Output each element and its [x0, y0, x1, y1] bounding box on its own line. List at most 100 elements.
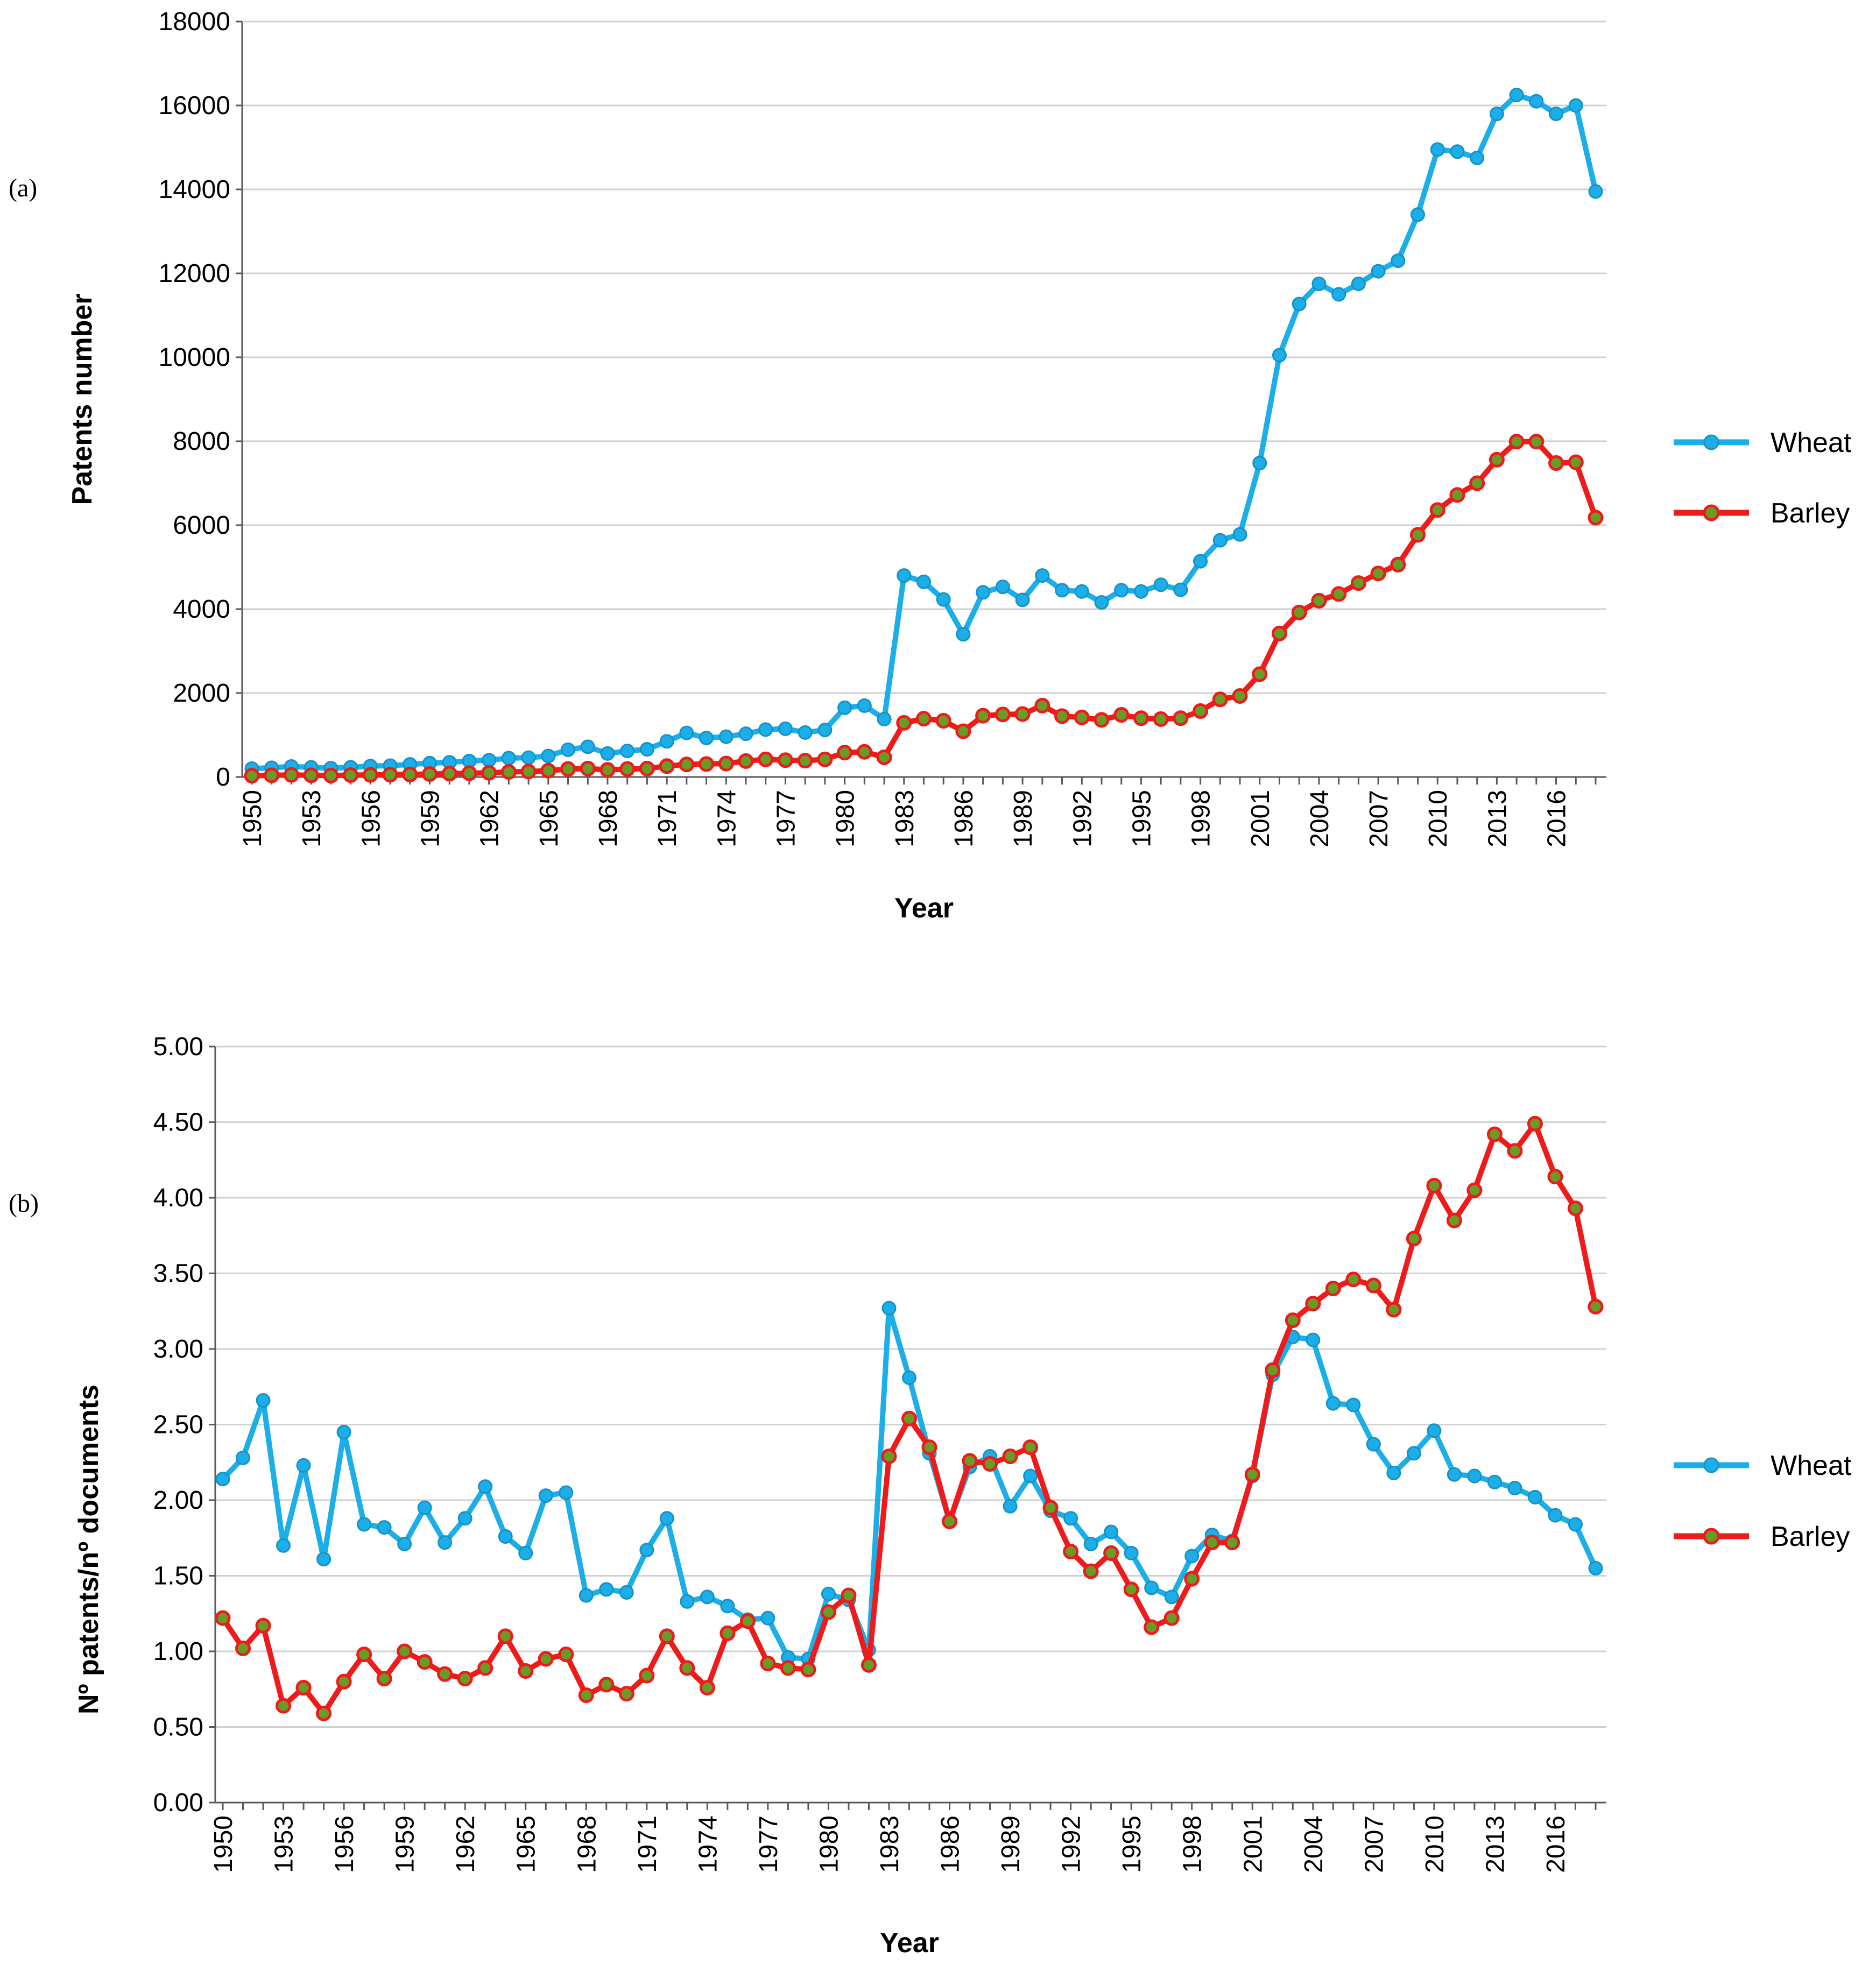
wheat-data-point — [659, 1511, 674, 1526]
barley-data-point — [679, 757, 695, 773]
x-tick-label: 1950 — [209, 1815, 238, 1873]
y-tick-label: 16000 — [159, 91, 230, 120]
barley-data-point — [1568, 454, 1584, 470]
wheat-data-point — [256, 1393, 271, 1408]
series-b — [215, 1115, 1604, 1721]
barley-data-point — [497, 1628, 513, 1644]
barley-data-point — [560, 761, 576, 777]
barley-data-point — [1074, 709, 1090, 725]
wheat-data-point — [718, 729, 734, 744]
barley-data-point — [1426, 1178, 1442, 1194]
barley-data-point — [1123, 1581, 1139, 1598]
wheat-data-point — [1124, 1545, 1139, 1560]
barley-data-point — [639, 1668, 655, 1684]
x-tick-label: 1968 — [573, 1815, 601, 1873]
x-tick-label: 2007 — [1360, 1815, 1388, 1873]
barley-data-point — [760, 1655, 776, 1671]
wheat-data-point — [738, 726, 753, 741]
wheat-data-point — [316, 1552, 332, 1567]
wheat-data-point — [1212, 533, 1228, 548]
legend-barley-marker-a — [1703, 504, 1720, 521]
wheat-data-point — [1371, 264, 1386, 279]
wheat-data-point — [1184, 1549, 1200, 1564]
barley-data-point — [1224, 1535, 1240, 1551]
wheat-data-point — [760, 1610, 775, 1626]
barley-data-point — [942, 1513, 958, 1529]
barley-data-point — [995, 707, 1011, 723]
wheat-data-point — [438, 1535, 453, 1550]
barley-data-point — [1184, 1571, 1200, 1587]
barley-data-point — [397, 1643, 413, 1659]
wheat-data-point — [1003, 1499, 1018, 1514]
barley-data-point — [1311, 592, 1327, 609]
wheat-data-point — [1447, 1467, 1462, 1482]
barley-data-point — [797, 753, 813, 769]
x-axis-ticks-a: 1950 1953 1956 1959 1962 1965 1968 1971 1974 1977… — [238, 777, 1597, 847]
barley-data-point — [1094, 712, 1110, 728]
x-tick-label: 1953 — [298, 790, 326, 847]
barley-data-point — [382, 767, 398, 783]
barley-data-point — [235, 1640, 251, 1656]
wheat-data-point — [1331, 287, 1346, 302]
legend-a: Wheat Barley — [1674, 427, 1852, 529]
x-tick-label: 1953 — [270, 1815, 299, 1873]
wheat-data-point — [1292, 296, 1307, 312]
wheat-data-point — [700, 1589, 715, 1605]
barley-data-point — [1345, 1271, 1362, 1288]
x-tick-label: 1956 — [330, 1815, 359, 1873]
y-tick-label: 2000 — [173, 679, 230, 708]
barley-data-point — [935, 712, 951, 729]
y-axis-title-b: Nº patents/nº documents — [73, 1384, 104, 1714]
y-tick-label: 3.50 — [153, 1260, 203, 1288]
wheat-data-point — [1144, 1580, 1159, 1595]
wheat-data-point — [1083, 1536, 1098, 1551]
barley-data-point — [1113, 707, 1130, 723]
barley-data-point — [303, 767, 319, 783]
legend-barley-marker-b — [1703, 1528, 1720, 1545]
panel-label-a: (a) — [9, 174, 37, 202]
x-tick-label: 2010 — [1424, 790, 1452, 847]
wheat-data-point — [902, 1370, 916, 1385]
wheat-data-point — [600, 746, 615, 761]
wheat-data-point — [482, 753, 497, 768]
barley-data-point — [421, 766, 438, 782]
legend-barley-label-a: Barley — [1771, 498, 1850, 529]
wheat-data-point — [1035, 568, 1050, 583]
barley-data-point — [1390, 556, 1406, 573]
barley-data-point — [600, 762, 616, 778]
legend-wheat-label-a: Wheat — [1771, 427, 1852, 458]
wheat-data-point — [1366, 1437, 1381, 1452]
barley-data-point — [283, 767, 299, 783]
barley-data-point — [1204, 1535, 1220, 1551]
barley-data-point — [955, 723, 971, 739]
wheat-data-point — [620, 744, 635, 759]
barley-data-point — [1083, 1563, 1099, 1579]
wheat-data-point — [821, 1586, 836, 1601]
barley-data-point — [1350, 575, 1366, 591]
y-tick-label: 4000 — [173, 595, 230, 624]
barley-data-point — [718, 755, 734, 772]
barley-data-point — [1406, 1231, 1422, 1247]
wheat-data-point — [1507, 1481, 1522, 1496]
x-axis-ticks-b: 1950 1953 1956 1959 1962 1965 1968 1971 1974 1977… — [209, 1803, 1597, 1873]
wheat-data-point — [817, 723, 833, 738]
y-tick-label: 0 — [216, 763, 230, 792]
barley-data-point — [856, 744, 872, 760]
wheat-data-point — [877, 711, 892, 726]
barley-data-point — [1548, 455, 1564, 471]
panel-label-b: (b) — [9, 1189, 39, 1218]
wheat-data-point — [1588, 184, 1603, 199]
grid-a — [242, 20, 1606, 694]
wheat-data-point — [778, 721, 793, 736]
barley-data-point — [739, 1613, 756, 1629]
barley-data-point — [800, 1662, 816, 1678]
wheat-data-point — [276, 1538, 291, 1553]
barley-data-point — [780, 1660, 796, 1676]
y-tick-label: 2.50 — [153, 1411, 203, 1439]
wheat-data-point — [377, 1520, 392, 1535]
wheat-data-point — [936, 592, 951, 607]
wheat-data-point — [1527, 1489, 1542, 1504]
y-tick-label: 2.00 — [153, 1486, 203, 1515]
barley-data-point — [457, 1671, 473, 1687]
legend-wheat-marker-b — [1703, 1457, 1719, 1473]
